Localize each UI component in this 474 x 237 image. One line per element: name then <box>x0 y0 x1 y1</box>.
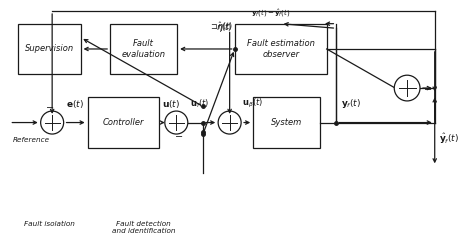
Text: −: − <box>174 132 182 142</box>
Text: $\mathbf{e}$$(t)$: $\mathbf{e}$$(t)$ <box>66 98 84 110</box>
Text: Reference: Reference <box>13 137 50 143</box>
Bar <box>253 97 320 148</box>
Text: System: System <box>271 118 302 127</box>
Text: −: − <box>424 85 432 95</box>
Text: $\mathbf{y}_f(t)-\hat{\mathbf{y}}_f(t)$: $\mathbf{y}_f(t)-\hat{\mathbf{y}}_f(t)$ <box>251 8 291 19</box>
Text: Controller: Controller <box>103 118 144 127</box>
Text: Fault estimation
observer: Fault estimation observer <box>247 39 315 59</box>
Circle shape <box>218 111 241 134</box>
Circle shape <box>165 111 188 134</box>
Text: $\mathbf{u}_{\beta}(t)$: $\mathbf{u}_{\beta}(t)$ <box>242 97 263 110</box>
Text: $\mathbf{u}$$_f$$(t)$: $\mathbf{u}$$_f$$(t)$ <box>190 97 210 110</box>
Bar <box>235 24 327 74</box>
Text: $\hat{\mathbf{y}}_f(t)$: $\hat{\mathbf{y}}_f(t)$ <box>439 131 459 146</box>
Circle shape <box>41 111 64 134</box>
Text: Fault
evaluation: Fault evaluation <box>122 39 165 59</box>
Text: $\sqsupset\!\eta(t)$: $\sqsupset\!\eta(t)$ <box>209 20 233 33</box>
Text: $\hat{\eta}(t)$: $\hat{\eta}(t)$ <box>216 21 232 35</box>
Text: −: − <box>46 103 54 113</box>
Text: Fault detection
and identification: Fault detection and identification <box>112 221 175 234</box>
Bar <box>88 97 159 148</box>
Circle shape <box>394 75 420 101</box>
Text: Supervision: Supervision <box>25 45 74 54</box>
Bar <box>110 24 177 74</box>
Text: $\mathbf{y}_f(t)$: $\mathbf{y}_f(t)$ <box>341 97 361 110</box>
Bar <box>18 24 81 74</box>
Text: $\mathbf{u}$$(t)$: $\mathbf{u}$$(t)$ <box>162 98 180 110</box>
Text: Fault isolation: Fault isolation <box>24 221 75 228</box>
